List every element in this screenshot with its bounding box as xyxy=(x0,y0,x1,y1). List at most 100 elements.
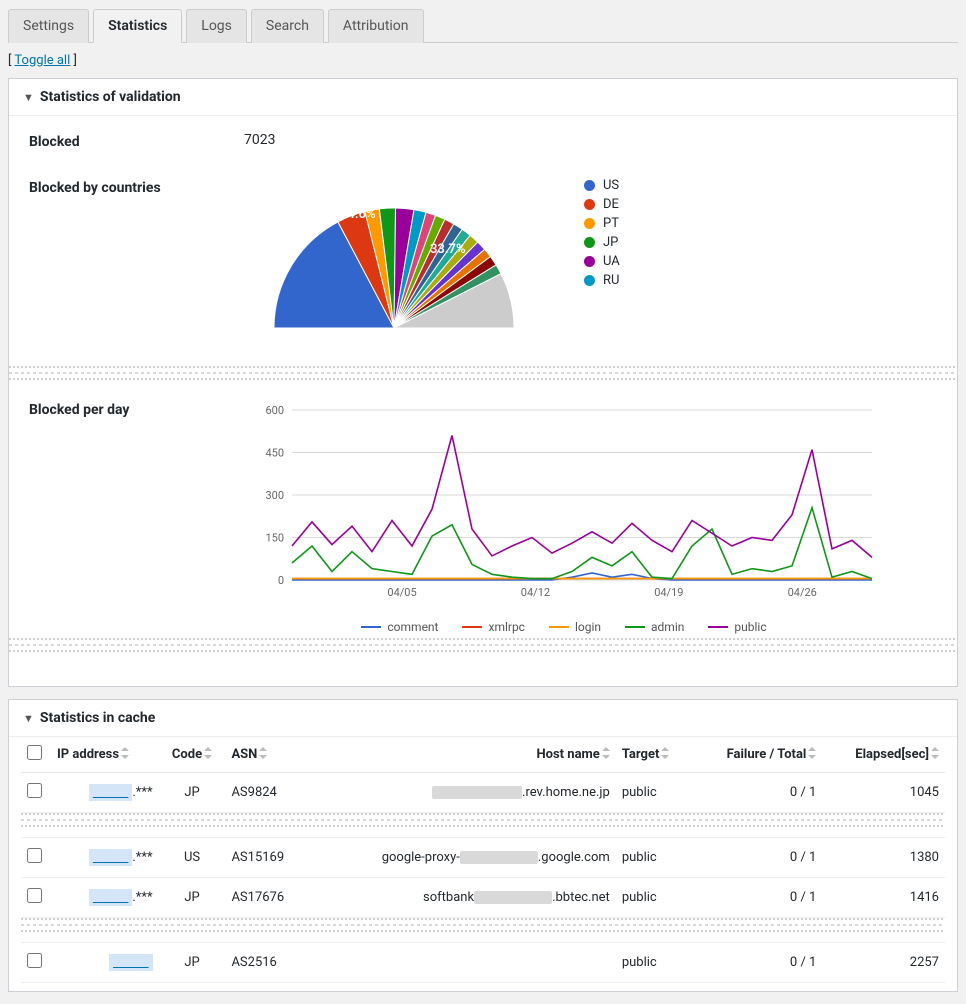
select-all-checkbox[interactable] xyxy=(27,745,42,760)
row-checkbox[interactable] xyxy=(27,848,42,863)
elapsed-value: 1045 xyxy=(822,773,945,813)
column-header[interactable]: Failure / Total xyxy=(727,747,807,762)
countries-legend: US DE PT JP UA RU xyxy=(584,178,620,292)
countries-label: Blocked by countries xyxy=(29,178,244,196)
column-header[interactable]: Target xyxy=(622,747,660,762)
asn-value: AS2516 xyxy=(225,943,308,983)
tab-bar: SettingsStatisticsLogsSearchAttribution xyxy=(8,8,958,43)
th-ip-address[interactable]: IP address xyxy=(51,737,159,773)
countries-row: Blocked by countries 33.7%14.6% USDEPTJP… xyxy=(29,178,937,338)
triangle-down-icon: ▼ xyxy=(23,712,34,725)
blocked-value: 7023 xyxy=(244,132,937,148)
failure-total: 0 / 1 xyxy=(692,878,822,918)
series-line-icon xyxy=(625,626,645,628)
legend-item-DE[interactable]: DE xyxy=(584,197,620,212)
row-checkbox[interactable] xyxy=(27,783,42,798)
toggle-all-link[interactable]: Toggle all xyxy=(14,53,70,68)
series-legend-admin[interactable]: admin xyxy=(625,620,684,634)
y-tick-label: 450 xyxy=(265,447,284,460)
th-failure-total[interactable]: Failure / Total xyxy=(692,737,822,773)
th-checkbox xyxy=(21,737,51,773)
legend-item-UA[interactable]: UA xyxy=(584,254,620,269)
legend-dot-icon xyxy=(584,237,595,248)
y-tick-label: 600 xyxy=(265,404,284,417)
elapsed-value: 2257 xyxy=(822,943,945,983)
series-line-icon xyxy=(361,626,381,628)
legend-item-US[interactable]: US xyxy=(584,178,620,193)
series-legend-label: public xyxy=(734,620,766,634)
triangle-down-icon: ▼ xyxy=(23,91,34,104)
th-elapsed-sec-[interactable]: Elapsed[sec] xyxy=(822,737,945,773)
table-row: .***JPAS17676softbank.bbtec.netpublic0 /… xyxy=(21,878,945,918)
host-suffix: .rev.home.ne.jp xyxy=(522,785,610,800)
legend-dot-icon xyxy=(584,256,595,267)
column-header[interactable]: IP address xyxy=(57,747,119,762)
host-suffix: .google.com xyxy=(538,850,610,865)
table-row: .***JPAS9824.rev.home.ne.jppublic0 / 110… xyxy=(21,773,945,813)
host-prefix: google-proxy- xyxy=(382,850,460,865)
column-header[interactable]: ASN xyxy=(231,747,257,762)
series-legend-public[interactable]: public xyxy=(708,620,766,634)
ip-address-link[interactable] xyxy=(89,784,132,801)
legend-item-PT[interactable]: PT xyxy=(584,216,620,231)
legend-label: JP xyxy=(603,235,618,250)
legend-label: PT xyxy=(603,216,619,231)
tab-statistics[interactable]: Statistics xyxy=(93,9,182,43)
section-validation-header[interactable]: ▼ Statistics of validation xyxy=(9,79,957,116)
sort-icon[interactable] xyxy=(204,748,212,758)
sort-icon[interactable] xyxy=(121,748,129,758)
target-value: public xyxy=(616,878,692,918)
redacted-icon xyxy=(474,891,552,904)
section-cache-header[interactable]: ▼ Statistics in cache xyxy=(9,700,957,737)
th-host-name[interactable]: Host name xyxy=(308,737,615,773)
legend-dot-icon xyxy=(584,199,595,210)
table-separator xyxy=(21,813,945,838)
tab-logs[interactable]: Logs xyxy=(186,9,247,43)
sort-icon[interactable] xyxy=(661,748,669,758)
th-code[interactable]: Code xyxy=(159,737,226,773)
series-line-icon xyxy=(462,626,482,628)
legend-item-JP[interactable]: JP xyxy=(584,235,620,250)
blocked-row: Blocked 7023 xyxy=(29,132,937,150)
column-header[interactable]: Code xyxy=(172,747,202,762)
series-legend-login[interactable]: login xyxy=(549,620,601,634)
section-validation-body: Blocked 7023 Blocked by countries 33.7%1… xyxy=(9,116,957,686)
ip-address-link[interactable] xyxy=(89,889,132,906)
sort-icon[interactable] xyxy=(259,748,267,758)
asn-value: AS15169 xyxy=(225,838,308,878)
row-checkbox[interactable] xyxy=(27,953,42,968)
pie-chart-svg xyxy=(244,178,544,338)
section-cache: ▼ Statistics in cache IP address Code ASN H… xyxy=(8,699,958,992)
asn-value: AS17676 xyxy=(225,878,308,918)
countries-chart-wrap: 33.7%14.6% USDEPTJPUARU xyxy=(244,178,937,338)
x-tick-label: 04/26 xyxy=(788,586,817,599)
legend-item-RU[interactable]: RU xyxy=(584,273,620,288)
sort-icon[interactable] xyxy=(602,748,610,758)
tab-attribution[interactable]: Attribution xyxy=(328,9,424,43)
y-tick-label: 0 xyxy=(278,574,284,587)
th-target[interactable]: Target xyxy=(616,737,692,773)
ip-suffix: .*** xyxy=(132,785,152,800)
table-row: JPAS2516public0 / 12257 xyxy=(21,943,945,983)
target-value: public xyxy=(616,773,692,813)
sort-icon[interactable] xyxy=(931,748,939,758)
failure-total: 0 / 1 xyxy=(692,838,822,878)
tab-search[interactable]: Search xyxy=(251,9,324,43)
failure-total: 0 / 1 xyxy=(692,773,822,813)
legend-label: DE xyxy=(603,197,619,212)
ip-address-link[interactable] xyxy=(109,954,152,971)
host-suffix: .bbtec.net xyxy=(552,890,610,905)
column-header[interactable]: Host name xyxy=(536,747,599,762)
host-name: .rev.home.ne.jp xyxy=(308,773,615,813)
x-tick-label: 04/12 xyxy=(521,586,550,599)
x-tick-label: 04/19 xyxy=(654,586,683,599)
sort-icon[interactable] xyxy=(808,748,816,758)
legend-dot-icon xyxy=(584,275,595,286)
tab-settings[interactable]: Settings xyxy=(8,9,89,43)
th-asn[interactable]: ASN xyxy=(225,737,308,773)
ip-address-link[interactable] xyxy=(89,849,132,866)
series-legend-xmlrpc[interactable]: xmlrpc xyxy=(462,620,524,634)
column-header[interactable]: Elapsed[sec] xyxy=(855,747,929,762)
host-name xyxy=(308,943,615,983)
series-legend-comment[interactable]: comment xyxy=(361,620,438,634)
